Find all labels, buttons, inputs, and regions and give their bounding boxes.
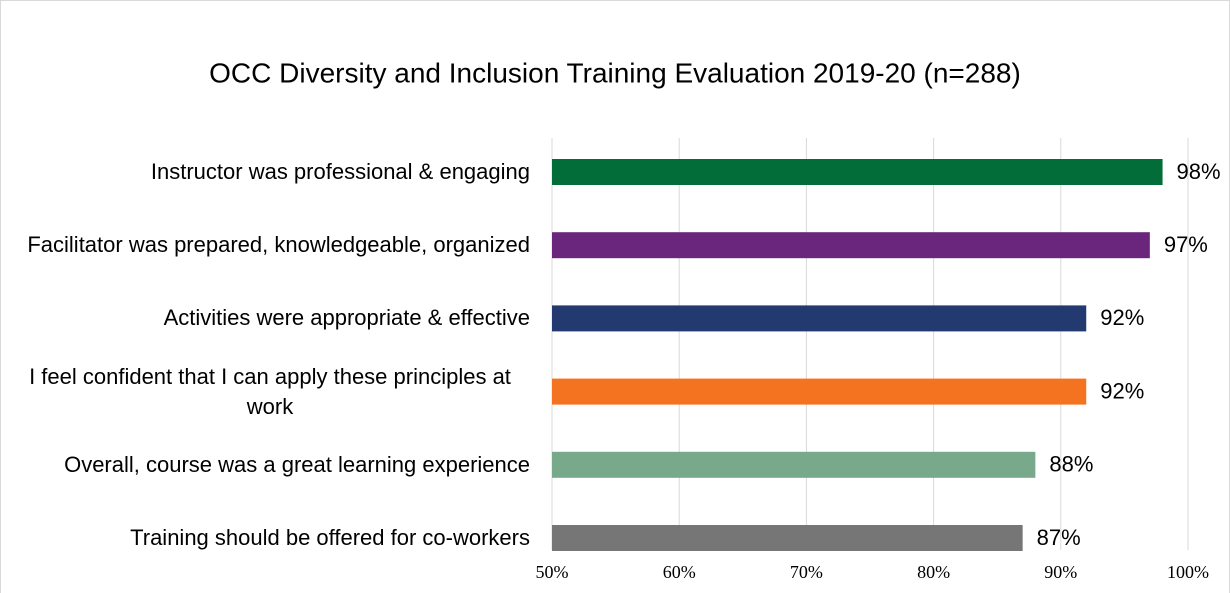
category-label-box: Overall, course was a great learning exp… [8,430,530,500]
category-label: Activities were appropriate & effective [163,305,530,331]
category-label-box: Training should be offered for co-worker… [8,503,530,573]
bar [552,232,1150,259]
value-label: 98% [1177,159,1221,184]
category-label-box: Instructor was professional & engaging [8,137,530,207]
category-label: Training should be offered for co-worker… [130,525,530,550]
bar [552,451,1036,478]
value-label: 88% [1049,452,1093,477]
category-label: I feel confident that I can apply these … [29,363,511,419]
value-label: 87% [1037,525,1081,550]
category-label: Overall, course was a great learning exp… [64,451,530,477]
x-tick-label: 60% [663,562,696,582]
x-tick-label: 50% [536,562,569,582]
value-label: 97% [1164,232,1208,257]
chart-title: OCC Diversity and Inclusion Training Eva… [209,57,1021,88]
category-label: Facilitator was prepared, knowledgeable,… [27,232,530,258]
x-tick-label: 80% [917,562,950,582]
bar [552,159,1163,185]
category-label-box: Activities were appropriate & effective [8,283,530,353]
category-label-box: I feel confident that I can apply these … [8,357,530,427]
value-label: 92% [1100,305,1144,330]
bar [552,305,1087,332]
category-label: Instructor was professional & engaging [150,159,530,184]
category-label-box: Facilitator was prepared, knowledgeable,… [8,210,530,280]
bar [552,525,1023,551]
x-tick-label: 70% [790,562,823,582]
x-tick-label: 100% [1167,562,1209,582]
bar [552,378,1087,405]
value-label: 92% [1100,378,1144,403]
x-tick-label: 90% [1044,562,1077,582]
